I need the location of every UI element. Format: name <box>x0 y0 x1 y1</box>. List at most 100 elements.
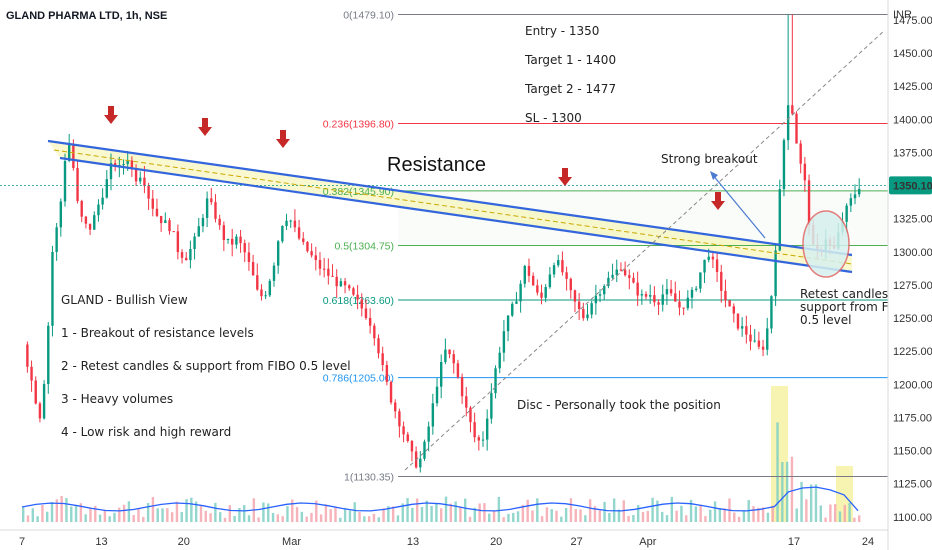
candle-body <box>93 215 96 230</box>
volume-bar <box>151 496 155 522</box>
volume-bar <box>512 512 515 522</box>
candle-body <box>569 278 572 291</box>
candle-body <box>26 344 29 367</box>
volume-bar <box>319 514 323 522</box>
candle-body <box>59 201 63 228</box>
candle-body <box>63 160 67 202</box>
view-point-label: 1 - Breakout of resistance levels <box>61 326 254 340</box>
down-arrow-icon <box>198 118 212 136</box>
volume-bar <box>771 505 774 522</box>
candle-body <box>485 418 489 440</box>
candle-body <box>536 285 539 293</box>
volume-bar <box>286 506 289 522</box>
candle-body <box>389 381 393 403</box>
candle-body <box>101 197 104 205</box>
volume-bar <box>262 502 265 522</box>
volume-bar <box>632 515 635 522</box>
volume-bar <box>156 508 159 522</box>
down-arrow-icon <box>558 168 572 186</box>
candle-body <box>481 439 485 441</box>
candle-body <box>231 238 234 245</box>
volume-bar <box>348 510 352 522</box>
volume-bar <box>238 507 241 522</box>
candle-body <box>218 218 221 226</box>
candle-body <box>276 241 280 266</box>
y-tick-label: 1375.00 <box>893 147 932 159</box>
volume-bar <box>396 515 400 522</box>
fib-level-label: 0.618(1263.60) <box>323 295 394 307</box>
candle-body <box>109 163 113 180</box>
candle-body <box>176 231 180 253</box>
candle-body <box>603 285 606 295</box>
candle-body <box>586 314 589 319</box>
candle-body <box>636 282 639 296</box>
volume-bar <box>358 512 361 522</box>
candle-body <box>644 294 648 297</box>
volume-bar <box>411 507 414 522</box>
volume-bar <box>199 505 203 522</box>
volume-bar <box>656 500 659 522</box>
volume-bar <box>161 508 164 522</box>
candle-body <box>381 353 384 366</box>
volume-bar <box>315 500 318 522</box>
volume-bar <box>137 508 140 522</box>
volume-bar <box>444 496 448 522</box>
volume-bar <box>79 503 83 522</box>
candle-body <box>440 362 443 387</box>
candle-body <box>130 160 134 170</box>
candle-body <box>318 260 322 269</box>
volume-bar <box>483 503 486 522</box>
volume-bar <box>795 508 798 522</box>
volume-bar <box>800 481 803 522</box>
y-tick-label: 1250.00 <box>893 313 932 325</box>
candle-body <box>853 194 857 199</box>
candle-body <box>394 402 397 412</box>
volume-bar <box>98 514 102 522</box>
y-tick-label: 1325.00 <box>893 214 932 226</box>
view-point-label: 3 - Heavy volumes <box>61 392 173 406</box>
candle-body <box>674 293 677 302</box>
candle-body <box>770 296 773 329</box>
candle-body <box>728 300 731 307</box>
volume-bar <box>223 517 227 522</box>
volume-bar <box>74 505 78 522</box>
candle-body <box>858 188 861 195</box>
volume-bar <box>704 516 707 522</box>
volume-bar <box>680 505 683 522</box>
last-price-label: 1350.10 <box>893 180 932 192</box>
down-arrow-icon <box>276 130 290 148</box>
x-tick-label: 24 <box>862 536 874 548</box>
candle-body <box>690 289 694 298</box>
candle-body <box>302 238 305 242</box>
candle-body <box>749 334 752 342</box>
candle-body <box>523 265 526 284</box>
volume-bar <box>228 505 231 522</box>
candle-body <box>611 274 614 278</box>
volume-bar <box>785 461 789 522</box>
volume-bar <box>853 517 856 522</box>
volume-bar <box>334 507 337 522</box>
candle-body <box>724 290 727 301</box>
view-point-label: 4 - Low risk and high reward <box>61 425 231 439</box>
trade-level-label: Target 1 - 1400 <box>524 53 616 67</box>
candle-body <box>360 299 363 309</box>
candle-body <box>256 275 259 290</box>
candle-body <box>707 256 710 260</box>
candle-body <box>623 269 627 276</box>
volume-bar <box>180 512 183 522</box>
volume-bar <box>757 507 760 522</box>
candle-body <box>80 201 83 217</box>
candle-body <box>557 260 560 266</box>
candle-body <box>661 294 664 305</box>
volume-bar <box>733 512 736 522</box>
volume-bar <box>584 515 587 522</box>
volume-bar <box>55 499 59 522</box>
candle-body <box>30 366 33 381</box>
volume-bar <box>36 516 39 522</box>
volume-bar <box>22 507 25 522</box>
candle-body <box>185 257 188 261</box>
currency-label: INR <box>893 9 912 21</box>
volume-ma-line <box>21 486 859 512</box>
volume-bar <box>574 509 577 522</box>
